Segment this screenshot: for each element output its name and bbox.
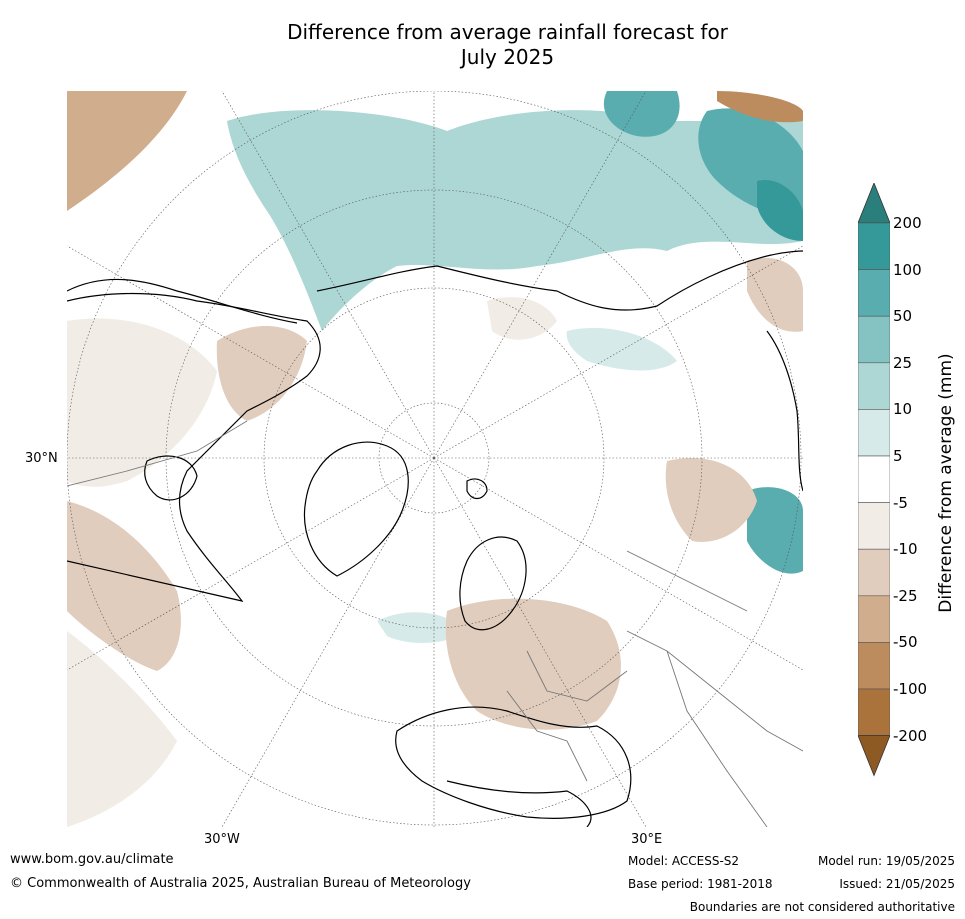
colorbar-bin bbox=[858, 409, 890, 457]
wet-anomaly-atlantic bbox=[377, 612, 467, 643]
colorbar bbox=[858, 183, 890, 777]
latitude-circle-45 bbox=[165, 189, 703, 727]
colorbar-tick-label: -25 bbox=[893, 586, 918, 605]
colorbar-bin bbox=[858, 455, 890, 503]
colorbar-tick-label: 5 bbox=[893, 447, 903, 465]
meridian-30e bbox=[433, 457, 647, 827]
footer-disclaimer: Boundaries are not considered authoritat… bbox=[689, 900, 955, 914]
dry-anomaly-subtropics bbox=[67, 631, 177, 827]
colorbar-bin bbox=[858, 548, 890, 597]
footer-issued: Issued: 21/05/2025 bbox=[839, 877, 955, 891]
meridian-120e bbox=[433, 245, 803, 459]
map-title-line-1: Difference from average rainfall forecas… bbox=[287, 20, 728, 44]
lon-label-30w: 30°W bbox=[204, 832, 240, 847]
anomaly-fill-layer bbox=[67, 91, 803, 827]
wet-anomaly-core-3 bbox=[757, 180, 803, 241]
coastlines bbox=[67, 250, 803, 827]
dry-anomaly-north-america bbox=[67, 318, 217, 487]
mediterranean-coast bbox=[446, 780, 592, 827]
colorbar-tick-label: 200 bbox=[893, 214, 922, 232]
dry-anomaly-northeast-asia bbox=[747, 257, 803, 332]
north-america-coast bbox=[67, 292, 321, 602]
lat-label-30n: 30°N bbox=[25, 451, 58, 466]
dry-anomaly-west bbox=[67, 91, 187, 211]
border-asia-2 bbox=[666, 650, 768, 827]
latitude-circle-75 bbox=[378, 402, 490, 514]
colorbar-bin bbox=[858, 688, 890, 736]
meridian-150e bbox=[433, 91, 647, 459]
footer-model-run: Model run: 19/05/2025 bbox=[817, 854, 955, 868]
meridian-120w bbox=[67, 245, 435, 459]
colorbar-title: Difference from average (mm) bbox=[936, 353, 956, 613]
graticule bbox=[67, 91, 803, 827]
colorbar-tick-label: -200 bbox=[893, 726, 928, 745]
colorbar-tick-label: -5 bbox=[893, 493, 908, 512]
colorbar-extend-bottom bbox=[858, 735, 890, 777]
border-asia-1 bbox=[626, 550, 748, 612]
footer-copyright: © Commonwealth of Australia 2025, Austra… bbox=[10, 876, 471, 891]
meridian-60e bbox=[433, 457, 803, 671]
map-title-line-2: July 2025 bbox=[460, 45, 555, 69]
colorbar-bin bbox=[858, 362, 890, 410]
map-title: Difference from average rainfall forecas… bbox=[200, 20, 815, 70]
colorbar-tick-label: -10 bbox=[893, 540, 918, 559]
svalbard-coast bbox=[466, 478, 488, 500]
east-asia-coast bbox=[766, 330, 803, 492]
dry-anomaly-central-na bbox=[216, 326, 307, 421]
border-canada-us bbox=[67, 420, 248, 487]
colorbar-tick-label: 25 bbox=[893, 353, 913, 372]
map-canvas bbox=[67, 91, 803, 827]
colorbar-bin bbox=[858, 269, 890, 317]
colorbar-bin bbox=[858, 502, 890, 550]
meridian-60w bbox=[67, 457, 435, 671]
footer-website: www.bom.gov.au/climate bbox=[10, 852, 174, 867]
greenland-coast bbox=[303, 441, 409, 577]
colorbar-bin bbox=[858, 642, 890, 690]
scandinavia-coast bbox=[459, 536, 527, 631]
colorbar-tick-label: 10 bbox=[893, 400, 913, 419]
dry-anomaly-pacific-coast bbox=[67, 501, 181, 671]
wet-anomaly-north-pacific bbox=[227, 110, 803, 331]
latitude-circle-60 bbox=[263, 287, 605, 629]
dry-anomaly-russia bbox=[665, 457, 757, 542]
footer-base-period: Base period: 1981-2018 bbox=[628, 877, 773, 891]
border-europe-1 bbox=[506, 690, 588, 782]
europe-coast bbox=[395, 706, 632, 819]
country-borders bbox=[67, 420, 803, 827]
dry-anomaly-arctic-russia bbox=[487, 297, 557, 340]
border-europe-2 bbox=[526, 650, 628, 702]
wet-anomaly-core-1 bbox=[603, 91, 680, 137]
colorbar-tick-label: -100 bbox=[893, 680, 928, 698]
colorbar-bin bbox=[858, 315, 890, 364]
colorbar-bin bbox=[858, 222, 890, 270]
meridian-30w bbox=[221, 457, 435, 827]
alaska-coast bbox=[67, 278, 298, 324]
latitude-circle-30 bbox=[67, 91, 802, 826]
dry-anomaly-far-east bbox=[717, 91, 803, 123]
wet-anomaly-central-asia bbox=[566, 327, 677, 371]
footer-model: Model: ACCESS-S2 bbox=[628, 854, 740, 868]
colorbar-tick-label: -50 bbox=[893, 633, 918, 652]
colorbar-bin bbox=[858, 595, 890, 643]
colorbar-extend-top bbox=[858, 183, 890, 224]
lon-label-30e: 30°E bbox=[631, 832, 663, 847]
border-russia bbox=[626, 630, 803, 752]
meridian-150w bbox=[221, 91, 435, 459]
forecast-map bbox=[67, 91, 803, 827]
eurasia-arctic-coast bbox=[316, 250, 803, 311]
colorbar-tick-label: 50 bbox=[893, 307, 913, 326]
colorbar-tick-label: 100 bbox=[893, 260, 922, 279]
